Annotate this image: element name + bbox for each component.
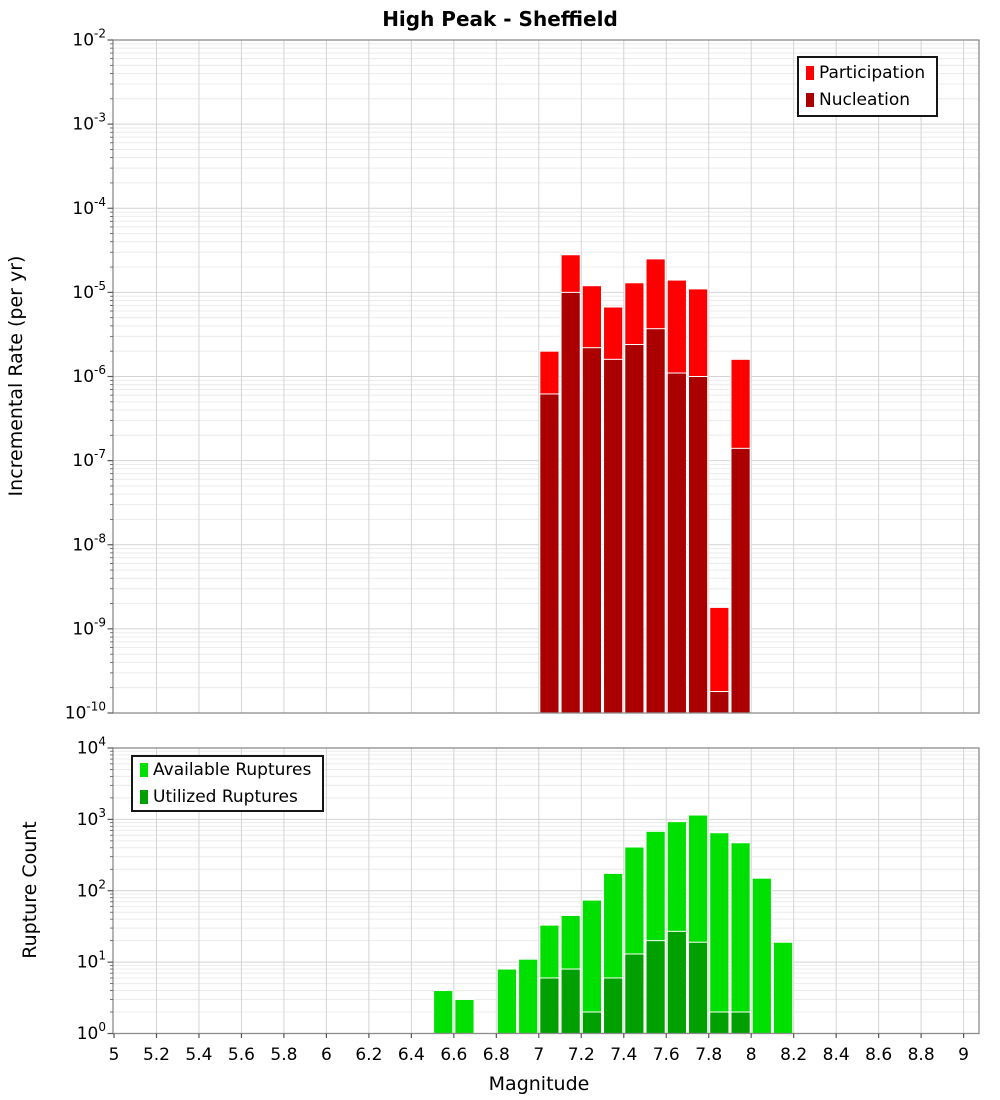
bottom-panel-ylabel: Rupture Count	[19, 821, 41, 959]
x-tick-label: 7.2	[568, 1045, 595, 1065]
x-tick-label: 6.4	[398, 1045, 425, 1065]
nucleation-bars	[539, 291, 751, 714]
bar	[666, 930, 687, 1035]
y-tick-label: 10-3	[72, 111, 106, 135]
x-tick-label: 8.6	[865, 1045, 892, 1065]
x-tick-label: 7	[533, 1045, 544, 1065]
bar	[730, 447, 751, 714]
major-gridlines	[113, 748, 979, 1034]
bar	[709, 832, 730, 1035]
legend-label-nucleation: Nucleation	[819, 89, 911, 110]
bar	[518, 958, 539, 1034]
bar	[624, 344, 645, 714]
x-tick-label: 8.4	[823, 1045, 850, 1065]
bar	[581, 347, 602, 714]
y-tick-label: 10-6	[72, 363, 106, 387]
x-tick-label: 8.2	[780, 1045, 807, 1065]
x-tick-label: 5.2	[143, 1045, 170, 1065]
bar	[560, 968, 581, 1034]
bar	[709, 691, 730, 714]
y-tick-label: 10-9	[72, 615, 106, 639]
bar	[433, 990, 454, 1034]
bar	[454, 998, 475, 1035]
x-tick-label: 5	[109, 1045, 120, 1065]
y-tick-label: 10-10	[65, 700, 106, 724]
y-axis-ticks: 104 103 102 101 100	[77, 735, 113, 1044]
x-tick-label: 6.6	[440, 1045, 467, 1065]
y-tick-label: 10-4	[72, 195, 106, 219]
bar	[688, 376, 709, 714]
minor-gridlines	[113, 750, 979, 1013]
top-panel-ylabel: Incremental Rate (per yr)	[5, 256, 27, 497]
legend-item-utilized-ruptures: Utilized Ruptures	[140, 784, 311, 811]
bar	[688, 941, 709, 1034]
bar	[624, 953, 645, 1035]
generated-chart-layers: 10-2 10-3 10-4 10-5 10-6 10-7 10-8 10-9 10-10 104…	[65, 27, 980, 1065]
x-tick-label: 6	[321, 1045, 332, 1065]
bar	[730, 1011, 751, 1034]
top-panel: 10-2 10-3 10-4 10-5 10-6 10-7 10-8 10-9 10-10	[65, 27, 980, 724]
y-tick-label: 103	[77, 806, 106, 830]
bar	[539, 393, 560, 714]
legend-item-nucleation: Nucleation	[806, 87, 925, 114]
x-tick-label: 5.8	[270, 1045, 297, 1065]
x-axis-ticks: 5 5.2 5.4 5.6 5.8 6 6.2 6.4 6.6 6.8 7 7.2 7.4 7.6 7.8 8…	[109, 1033, 969, 1065]
x-tick-label: 5.4	[185, 1045, 212, 1065]
y-tick-label: 10-7	[72, 447, 106, 471]
y-tick-label: 10-8	[72, 531, 106, 555]
x-tick-label: 7.8	[695, 1045, 722, 1065]
bar	[666, 372, 687, 714]
legend-label-available-ruptures: Available Ruptures	[153, 759, 312, 780]
legend-item-available-ruptures: Available Ruptures	[140, 757, 311, 784]
bar	[496, 968, 518, 1034]
x-tick-label: 6.2	[355, 1045, 382, 1065]
x-tick-label: 5.6	[228, 1045, 255, 1065]
major-gridlines	[113, 40, 979, 713]
y-tick-label: 102	[77, 877, 106, 901]
y-tick-label: 10-2	[72, 27, 106, 51]
y-axis-ticks: 10-2 10-3 10-4 10-5 10-6 10-7 10-8 10-9 10-10	[65, 27, 113, 724]
bar	[603, 977, 624, 1035]
legend-label-participation: Participation	[819, 62, 926, 83]
x-tick-label: 7.4	[610, 1045, 637, 1065]
bar	[709, 1011, 730, 1034]
x-tick-label: 8	[746, 1045, 757, 1065]
x-tick-label: 6.8	[483, 1045, 510, 1065]
bar	[751, 877, 772, 1034]
legend-item-participation: Participation	[806, 60, 925, 87]
y-tick-label: 10-5	[72, 279, 106, 303]
bar	[645, 940, 666, 1034]
top-panel-legend: Participation Nucleation	[797, 56, 939, 117]
bar	[772, 941, 794, 1034]
nucleation-swatch-icon	[806, 93, 814, 107]
utilized-ruptures-bars	[539, 930, 751, 1035]
x-tick-label: 7.6	[653, 1045, 680, 1065]
participation-swatch-icon	[806, 66, 814, 80]
y-tick-label: 100	[77, 1020, 106, 1044]
available-ruptures-swatch-icon	[140, 763, 148, 777]
bottom-panel-legend: Available Ruptures Utilized Ruptures	[131, 755, 325, 812]
page-title: High Peak - Sheffield	[382, 7, 618, 31]
x-tick-label: 9	[958, 1045, 969, 1065]
y-tick-label: 101	[77, 949, 106, 973]
bar	[581, 1011, 602, 1034]
bar	[539, 977, 560, 1035]
x-tick-label: 8.8	[908, 1045, 935, 1065]
legend-label-utilized-ruptures: Utilized Ruptures	[153, 786, 298, 807]
bar	[560, 291, 581, 714]
bar	[730, 842, 751, 1034]
y-tick-label: 104	[77, 735, 106, 759]
x-axis-label: Magnitude	[489, 1073, 590, 1095]
bar	[603, 358, 624, 714]
utilized-ruptures-swatch-icon	[140, 790, 148, 804]
bar	[645, 328, 666, 714]
